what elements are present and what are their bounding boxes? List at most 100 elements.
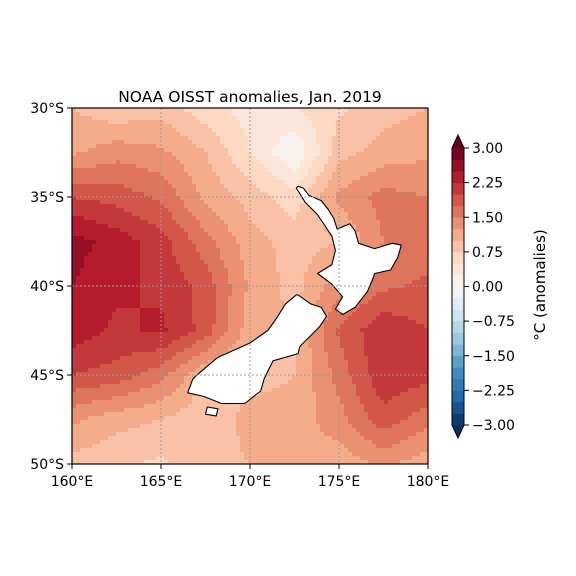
anomaly-cell (236, 188, 241, 193)
anomaly-cell (168, 116, 173, 121)
anomaly-cell (144, 320, 149, 325)
anomaly-cell (192, 132, 197, 137)
anomaly-cell (116, 280, 121, 285)
anomaly-cell (128, 320, 133, 325)
anomaly-cell (216, 180, 221, 185)
anomaly-cell (356, 224, 361, 229)
anomaly-cell (92, 188, 97, 193)
anomaly-cell (180, 300, 185, 305)
anomaly-cell (168, 312, 173, 317)
anomaly-cell (420, 296, 425, 301)
anomaly-cell (192, 260, 197, 265)
anomaly-cell (160, 196, 165, 201)
anomaly-cell (160, 200, 165, 205)
anomaly-cell (80, 212, 85, 217)
anomaly-cell (356, 156, 361, 161)
anomaly-cell (120, 164, 125, 169)
anomaly-cell (248, 304, 253, 309)
anomaly-cell (92, 228, 97, 233)
anomaly-cell (156, 132, 161, 137)
anomaly-cell (128, 300, 133, 305)
anomaly-cell (224, 316, 229, 321)
anomaly-cell (420, 240, 425, 245)
anomaly-cell (180, 196, 185, 201)
anomaly-cell (232, 232, 237, 237)
anomaly-cell (312, 132, 317, 137)
anomaly-cell (340, 144, 345, 149)
anomaly-cell (260, 152, 265, 157)
anomaly-cell (388, 216, 393, 221)
anomaly-cell (240, 188, 245, 193)
anomaly-cell (324, 188, 329, 193)
anomaly-cell (244, 252, 249, 257)
anomaly-cell (160, 148, 165, 153)
anomaly-cell (292, 116, 297, 121)
anomaly-cell (172, 296, 177, 301)
anomaly-cell (204, 192, 209, 197)
anomaly-cell (292, 264, 297, 269)
anomaly-cell (232, 176, 237, 181)
anomaly-cell (204, 164, 209, 169)
anomaly-cell (88, 284, 93, 289)
anomaly-cell (148, 132, 153, 137)
anomaly-cell (268, 232, 273, 237)
anomaly-cell (328, 160, 333, 165)
anomaly-cell (220, 180, 225, 185)
anomaly-cell (328, 152, 333, 157)
anomaly-cell (200, 204, 205, 209)
anomaly-cell (104, 204, 109, 209)
anomaly-cell (84, 208, 89, 213)
anomaly-cell (420, 176, 425, 181)
anomaly-cell (416, 188, 421, 193)
anomaly-cell (136, 256, 141, 261)
anomaly-cell (144, 280, 149, 285)
anomaly-cell (224, 160, 229, 165)
anomaly-cell (268, 136, 273, 141)
anomaly-cell (124, 132, 129, 137)
anomaly-cell (328, 156, 333, 161)
anomaly-cell (92, 284, 97, 289)
anomaly-cell (112, 176, 117, 181)
anomaly-cell (244, 276, 249, 281)
anomaly-cell (288, 148, 293, 153)
anomaly-cell (336, 160, 341, 165)
anomaly-cell (240, 252, 245, 257)
anomaly-cell (236, 180, 241, 185)
anomaly-cell (416, 320, 421, 325)
anomaly-cell (372, 152, 377, 157)
anomaly-cell (180, 112, 185, 117)
anomaly-cell (336, 172, 341, 177)
anomaly-cell (332, 184, 337, 189)
anomaly-cell (224, 320, 229, 325)
anomaly-cell (228, 300, 233, 305)
anomaly-cell (408, 228, 413, 233)
anomaly-cell (268, 292, 273, 297)
anomaly-cell (372, 244, 377, 249)
anomaly-cell (240, 116, 245, 121)
anomaly-cell (200, 316, 205, 321)
anomaly-cell (332, 168, 337, 173)
anomaly-cell (124, 256, 129, 261)
anomaly-cell (272, 168, 277, 173)
anomaly-cell (204, 156, 209, 161)
anomaly-cell (372, 160, 377, 165)
anomaly-cell (420, 300, 425, 305)
anomaly-cell (160, 232, 165, 237)
anomaly-cell (420, 276, 425, 281)
anomaly-cell (220, 272, 225, 277)
anomaly-cell (148, 324, 153, 329)
anomaly-cell (416, 116, 421, 121)
anomaly-cell (196, 188, 201, 193)
anomaly-cell (196, 192, 201, 197)
anomaly-cell (420, 288, 425, 293)
anomaly-cell (144, 260, 149, 265)
anomaly-cell (416, 280, 421, 285)
anomaly-cell (224, 152, 229, 157)
anomaly-cell (332, 192, 337, 197)
anomaly-cell (204, 224, 209, 229)
anomaly-cell (292, 260, 297, 265)
anomaly-cell (224, 164, 229, 169)
anomaly-cell (212, 244, 217, 249)
anomaly-cell (412, 244, 417, 249)
anomaly-cell (316, 244, 321, 249)
